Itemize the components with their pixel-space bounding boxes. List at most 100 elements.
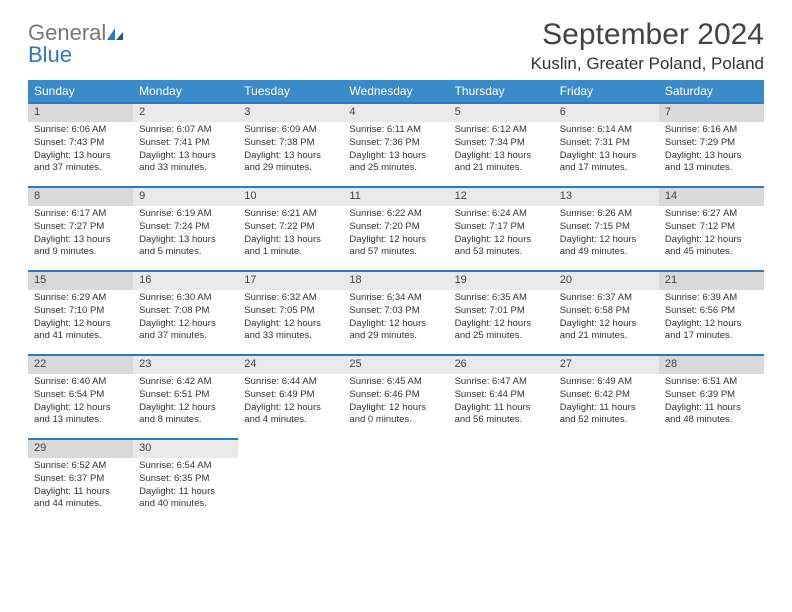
calendar-cell: 25Sunrise: 6:45 AMSunset: 6:46 PMDayligh… (343, 354, 448, 438)
sunset-text: Sunset: 7:10 PM (34, 305, 127, 318)
sunset-text: Sunset: 6:42 PM (560, 389, 653, 402)
day-number: 8 (34, 189, 40, 204)
daylight-text: Daylight: 13 hours and 25 minutes. (349, 150, 442, 176)
sunrise-text: Sunrise: 6:49 AM (560, 376, 653, 389)
sunset-text: Sunset: 6:51 PM (139, 389, 232, 402)
calendar-cell-empty (659, 438, 764, 522)
sunrise-text: Sunrise: 6:21 AM (244, 208, 337, 221)
daylight-text: Daylight: 12 hours and 37 minutes. (139, 318, 232, 344)
sunrise-text: Sunrise: 6:32 AM (244, 292, 337, 305)
day-number: 22 (34, 357, 46, 372)
daylight-text: Daylight: 13 hours and 17 minutes. (560, 150, 653, 176)
day-number: 27 (560, 357, 572, 372)
sunrise-text: Sunrise: 6:06 AM (34, 124, 127, 137)
sunset-text: Sunset: 6:35 PM (139, 473, 232, 486)
calendar-cell: 27 Sunrise: 6:49 AMSunset: 6:42 PMDayligh… (554, 354, 659, 438)
calendar-cell: 11Sunrise: 6:22 AMSunset: 7:20 PMDayligh… (343, 186, 448, 270)
sunrise-text: Sunrise: 6:17 AM (34, 208, 127, 221)
day-number: 26 (455, 357, 467, 372)
sunset-text: Sunset: 7:34 PM (455, 137, 548, 150)
sunset-text: Sunset: 6:46 PM (349, 389, 442, 402)
day-number: 2 (139, 105, 145, 120)
sunset-text: Sunset: 7:36 PM (349, 137, 442, 150)
brand-logo: General Blue (28, 22, 124, 66)
sunset-text: Sunset: 6:39 PM (665, 389, 758, 402)
calendar-cell: 17Sunrise: 6:32 AMSunset: 7:05 PMDayligh… (238, 270, 343, 354)
day-number: 21 (665, 273, 677, 288)
day-header: Friday (554, 80, 659, 102)
day-number: 25 (349, 357, 361, 372)
sunrise-text: Sunrise: 6:37 AM (560, 292, 653, 305)
daylight-text: Daylight: 13 hours and 1 minute. (244, 234, 337, 260)
calendar-cell: 30Sunrise: 6:54 AMSunset: 6:35 PMDayligh… (133, 438, 238, 522)
sunrise-text: Sunrise: 6:51 AM (665, 376, 758, 389)
calendar-cell: 23Sunrise: 6:42 AMSunset: 6:51 PMDayligh… (133, 354, 238, 438)
day-number: 17 (244, 273, 256, 288)
calendar-cell: 29Sunrise: 6:52 AMSunset: 6:37 PMDayligh… (28, 438, 133, 522)
calendar-cell: 8Sunrise: 6:17 AMSunset: 7:27 PMDaylight… (28, 186, 133, 270)
page-title: September 2024 (531, 18, 764, 52)
daylight-text: Daylight: 11 hours and 40 minutes. (139, 486, 232, 512)
day-number: 11 (349, 189, 360, 204)
location-text: Kuslin, Greater Poland, Poland (531, 54, 764, 74)
sunrise-text: Sunrise: 6:35 AM (455, 292, 548, 305)
day-number: 29 (34, 441, 46, 456)
day-header: Wednesday (343, 80, 448, 102)
day-number: 10 (244, 189, 256, 204)
sunset-text: Sunset: 7:41 PM (139, 137, 232, 150)
daylight-text: Daylight: 12 hours and 8 minutes. (139, 402, 232, 428)
day-header: Saturday (659, 80, 764, 102)
daylight-text: Daylight: 11 hours and 48 minutes. (665, 402, 758, 428)
sunset-text: Sunset: 7:22 PM (244, 221, 337, 234)
daylight-text: Daylight: 12 hours and 57 minutes. (349, 234, 442, 260)
calendar-cell: 28Sunrise: 6:51 AMSunset: 6:39 PMDayligh… (659, 354, 764, 438)
sunrise-text: Sunrise: 6:29 AM (34, 292, 127, 305)
brand-line2: Blue (28, 42, 72, 67)
day-header: Sunday (28, 80, 133, 102)
sunset-text: Sunset: 7:15 PM (560, 221, 653, 234)
sunset-text: Sunset: 7:43 PM (34, 137, 127, 150)
sunrise-text: Sunrise: 6:47 AM (455, 376, 548, 389)
day-number: 15 (34, 273, 46, 288)
calendar-cell: 4Sunrise: 6:11 AMSunset: 7:36 PMDaylight… (343, 102, 448, 186)
daylight-text: Daylight: 12 hours and 0 minutes. (349, 402, 442, 428)
calendar-cell: 21Sunrise: 6:39 AMSunset: 6:56 PMDayligh… (659, 270, 764, 354)
daylight-text: Daylight: 12 hours and 53 minutes. (455, 234, 548, 260)
calendar-cell: 14Sunrise: 6:27 AMSunset: 7:12 PMDayligh… (659, 186, 764, 270)
sunrise-text: Sunrise: 6:52 AM (34, 460, 127, 473)
sunset-text: Sunset: 7:08 PM (139, 305, 232, 318)
calendar-cell: 7Sunrise: 6:16 AMSunset: 7:29 PMDaylight… (659, 102, 764, 186)
logo-sail-icon (106, 27, 124, 41)
daylight-text: Daylight: 12 hours and 17 minutes. (665, 318, 758, 344)
sunrise-text: Sunrise: 6:34 AM (349, 292, 442, 305)
calendar-cell: 13Sunrise: 6:26 AMSunset: 7:15 PMDayligh… (554, 186, 659, 270)
sunset-text: Sunset: 6:56 PM (665, 305, 758, 318)
calendar-cell: 16Sunrise: 6:30 AMSunset: 7:08 PMDayligh… (133, 270, 238, 354)
calendar-cell-empty (343, 438, 448, 522)
daylight-text: Daylight: 13 hours and 13 minutes. (665, 150, 758, 176)
daylight-text: Daylight: 13 hours and 37 minutes. (34, 150, 127, 176)
daylight-text: Daylight: 11 hours and 56 minutes. (455, 402, 548, 428)
sunrise-text: Sunrise: 6:09 AM (244, 124, 337, 137)
sunrise-text: Sunrise: 6:16 AM (665, 124, 758, 137)
daylight-text: Daylight: 12 hours and 33 minutes. (244, 318, 337, 344)
sunset-text: Sunset: 7:38 PM (244, 137, 337, 150)
sunrise-text: Sunrise: 6:12 AM (455, 124, 548, 137)
calendar-cell: 6Sunrise: 6:14 AMSunset: 7:31 PMDaylight… (554, 102, 659, 186)
daylight-text: Daylight: 13 hours and 29 minutes. (244, 150, 337, 176)
sunrise-text: Sunrise: 6:30 AM (139, 292, 232, 305)
day-number: 19 (455, 273, 467, 288)
day-number: 6 (560, 105, 566, 120)
daylight-text: Daylight: 13 hours and 9 minutes. (34, 234, 127, 260)
day-header: Monday (133, 80, 238, 102)
sunrise-text: Sunrise: 6:22 AM (349, 208, 442, 221)
day-number: 13 (560, 189, 572, 204)
sunset-text: Sunset: 7:03 PM (349, 305, 442, 318)
calendar-cell: 19Sunrise: 6:35 AMSunset: 7:01 PMDayligh… (449, 270, 554, 354)
day-number: 9 (139, 189, 145, 204)
day-number: 5 (455, 105, 461, 120)
sunset-text: Sunset: 7:24 PM (139, 221, 232, 234)
calendar-cell: 22Sunrise: 6:40 AMSunset: 6:54 PMDayligh… (28, 354, 133, 438)
daylight-text: Daylight: 13 hours and 33 minutes. (139, 150, 232, 176)
daylight-text: Daylight: 11 hours and 52 minutes. (560, 402, 653, 428)
